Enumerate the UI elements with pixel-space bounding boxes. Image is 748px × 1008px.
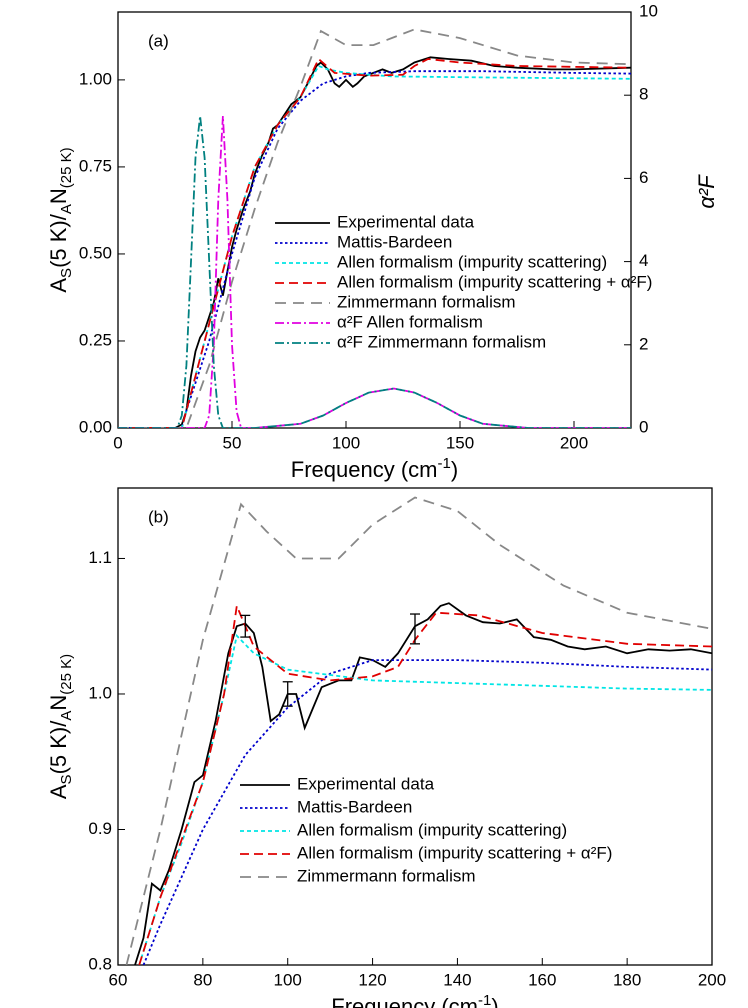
legend-label: Mattis-Bardeen bbox=[297, 797, 412, 816]
y2-tick-label: 10 bbox=[639, 1, 658, 20]
legend-label: Experimental data bbox=[297, 774, 435, 793]
y-axis-label-part: A bbox=[58, 204, 75, 214]
x-tick-label: 60 bbox=[109, 970, 128, 989]
x-axis-label-part: Frequency (cm bbox=[291, 457, 438, 482]
y-tick-label: 0.8 bbox=[88, 954, 112, 973]
y2-tick-label: 6 bbox=[639, 168, 648, 187]
x-tick-label: 80 bbox=[193, 970, 212, 989]
y-axis-label-part: (25 K) bbox=[58, 654, 75, 695]
y-tick-label: 1.0 bbox=[88, 683, 112, 702]
x-axis-label-part: -1 bbox=[478, 992, 491, 1008]
y-tick-label: 0.9 bbox=[88, 819, 112, 838]
legend-label: Experimental data bbox=[337, 212, 475, 231]
y-axis-label: AS(5 K)/AN(25 K) bbox=[46, 654, 75, 799]
y-axis-label: AS(5 K)/AN(25 K) bbox=[46, 147, 75, 292]
x-tick-label: 160 bbox=[528, 970, 556, 989]
x-tick-label: 180 bbox=[613, 970, 641, 989]
plot-area bbox=[118, 28, 631, 428]
y-axis-label-part: A bbox=[46, 784, 71, 799]
legend-label: Allen formalism (impurity scattering + α… bbox=[297, 843, 612, 862]
legend-label: Allen formalism (impurity scattering + α… bbox=[337, 272, 652, 291]
legend-label: Zimmermann formalism bbox=[337, 292, 516, 311]
y-axis-label-part: (5 K)/ bbox=[46, 720, 71, 775]
x-axis-label-part: -1 bbox=[438, 455, 451, 472]
plot-area bbox=[125, 496, 712, 965]
y-axis-label-part: A bbox=[58, 711, 75, 721]
x-tick-label: 120 bbox=[358, 970, 386, 989]
data-line bbox=[125, 496, 712, 965]
y-axis-label-part: S bbox=[58, 268, 75, 278]
x-axis-label: Frequency (cm-1) bbox=[331, 992, 498, 1008]
legend-label: Allen formalism (impurity scattering) bbox=[297, 820, 567, 839]
x-tick-label: 100 bbox=[274, 970, 302, 989]
x-tick-label: 200 bbox=[698, 970, 726, 989]
plot-frame bbox=[117, 11, 632, 429]
legend-label: α²F Zimmermann formalism bbox=[337, 332, 546, 351]
x-axis-label-part: ) bbox=[491, 994, 498, 1008]
x-tick-label: 50 bbox=[223, 433, 242, 452]
y-tick-label: 1.1 bbox=[88, 548, 112, 567]
error-bar bbox=[240, 614, 251, 638]
y-axis-label-part: S bbox=[58, 774, 75, 784]
data-line bbox=[118, 70, 631, 428]
data-line bbox=[142, 659, 712, 965]
data-line bbox=[118, 56, 631, 428]
plot-frame bbox=[117, 487, 713, 966]
y-tick-label: 0.50 bbox=[79, 243, 112, 262]
panel-label: (a) bbox=[148, 31, 169, 50]
y2-tick-label: 2 bbox=[639, 334, 648, 353]
y-tick-label: 0.00 bbox=[79, 417, 112, 436]
y-axis-label-part: (5 K)/ bbox=[46, 213, 71, 268]
data-line bbox=[118, 115, 631, 428]
legend-label: Allen formalism (impurity scattering) bbox=[337, 252, 607, 271]
y-axis-label-part: A bbox=[46, 278, 71, 293]
x-tick-label: 0 bbox=[113, 433, 122, 452]
panel-label: (b) bbox=[148, 507, 169, 526]
y-tick-label: 0.75 bbox=[79, 156, 112, 175]
x-tick-label: 200 bbox=[560, 433, 588, 452]
error-bar bbox=[282, 681, 293, 707]
legend-label: Zimmermann formalism bbox=[297, 866, 476, 885]
y-axis-label-part: N bbox=[46, 188, 71, 204]
legend-label: Mattis-Bardeen bbox=[337, 232, 452, 251]
y2-tick-label: 4 bbox=[639, 251, 648, 270]
y-tick-label: 1.00 bbox=[79, 69, 112, 88]
x-tick-label: 100 bbox=[332, 433, 360, 452]
y-axis-label-part: N bbox=[46, 695, 71, 711]
y-axis-label-part: (25 K) bbox=[58, 147, 75, 188]
y-tick-label: 0.25 bbox=[79, 330, 112, 349]
data-line bbox=[134, 602, 712, 965]
y2-tick-label: 8 bbox=[639, 85, 648, 104]
data-line bbox=[118, 57, 631, 428]
x-axis-label: Frequency (cm-1) bbox=[291, 455, 458, 482]
error-bar bbox=[410, 613, 420, 645]
legend-label: α²F Allen formalism bbox=[337, 312, 483, 331]
y2-axis-label: α²F bbox=[694, 174, 719, 209]
x-tick-label: 150 bbox=[446, 433, 474, 452]
data-line bbox=[138, 602, 712, 965]
x-tick-label: 140 bbox=[443, 970, 471, 989]
x-axis-label-part: Frequency (cm bbox=[331, 994, 478, 1008]
x-axis-label-part: ) bbox=[451, 457, 458, 482]
y2-tick-label: 0 bbox=[639, 417, 648, 436]
data-line bbox=[138, 633, 712, 965]
